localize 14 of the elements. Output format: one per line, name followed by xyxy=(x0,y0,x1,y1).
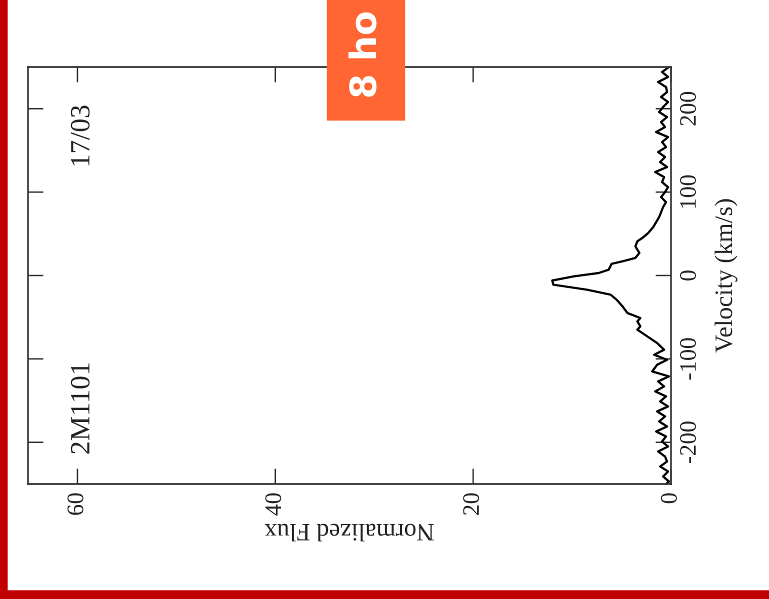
y-tick-label: 100 xyxy=(680,175,696,208)
y-tick-label: 200 xyxy=(680,92,696,126)
annotation: 17/03 xyxy=(70,106,90,166)
y-tick-label: 0 xyxy=(680,270,696,281)
x-tick-label: 40 xyxy=(265,493,282,516)
x-tick-label: 0 xyxy=(660,493,677,504)
y-axis-title: Velocity (km/s) xyxy=(714,199,738,353)
annotation: 8 ho xyxy=(348,12,376,97)
x-tick-label: 60 xyxy=(67,493,84,515)
x-axis-title: Normalized Flux xyxy=(264,524,434,542)
y-tick-label: -100 xyxy=(680,338,696,380)
annotation: 2M1101 xyxy=(70,363,90,454)
x-tick-label: 20 xyxy=(463,493,480,515)
y-tick-label: -200 xyxy=(680,422,696,464)
